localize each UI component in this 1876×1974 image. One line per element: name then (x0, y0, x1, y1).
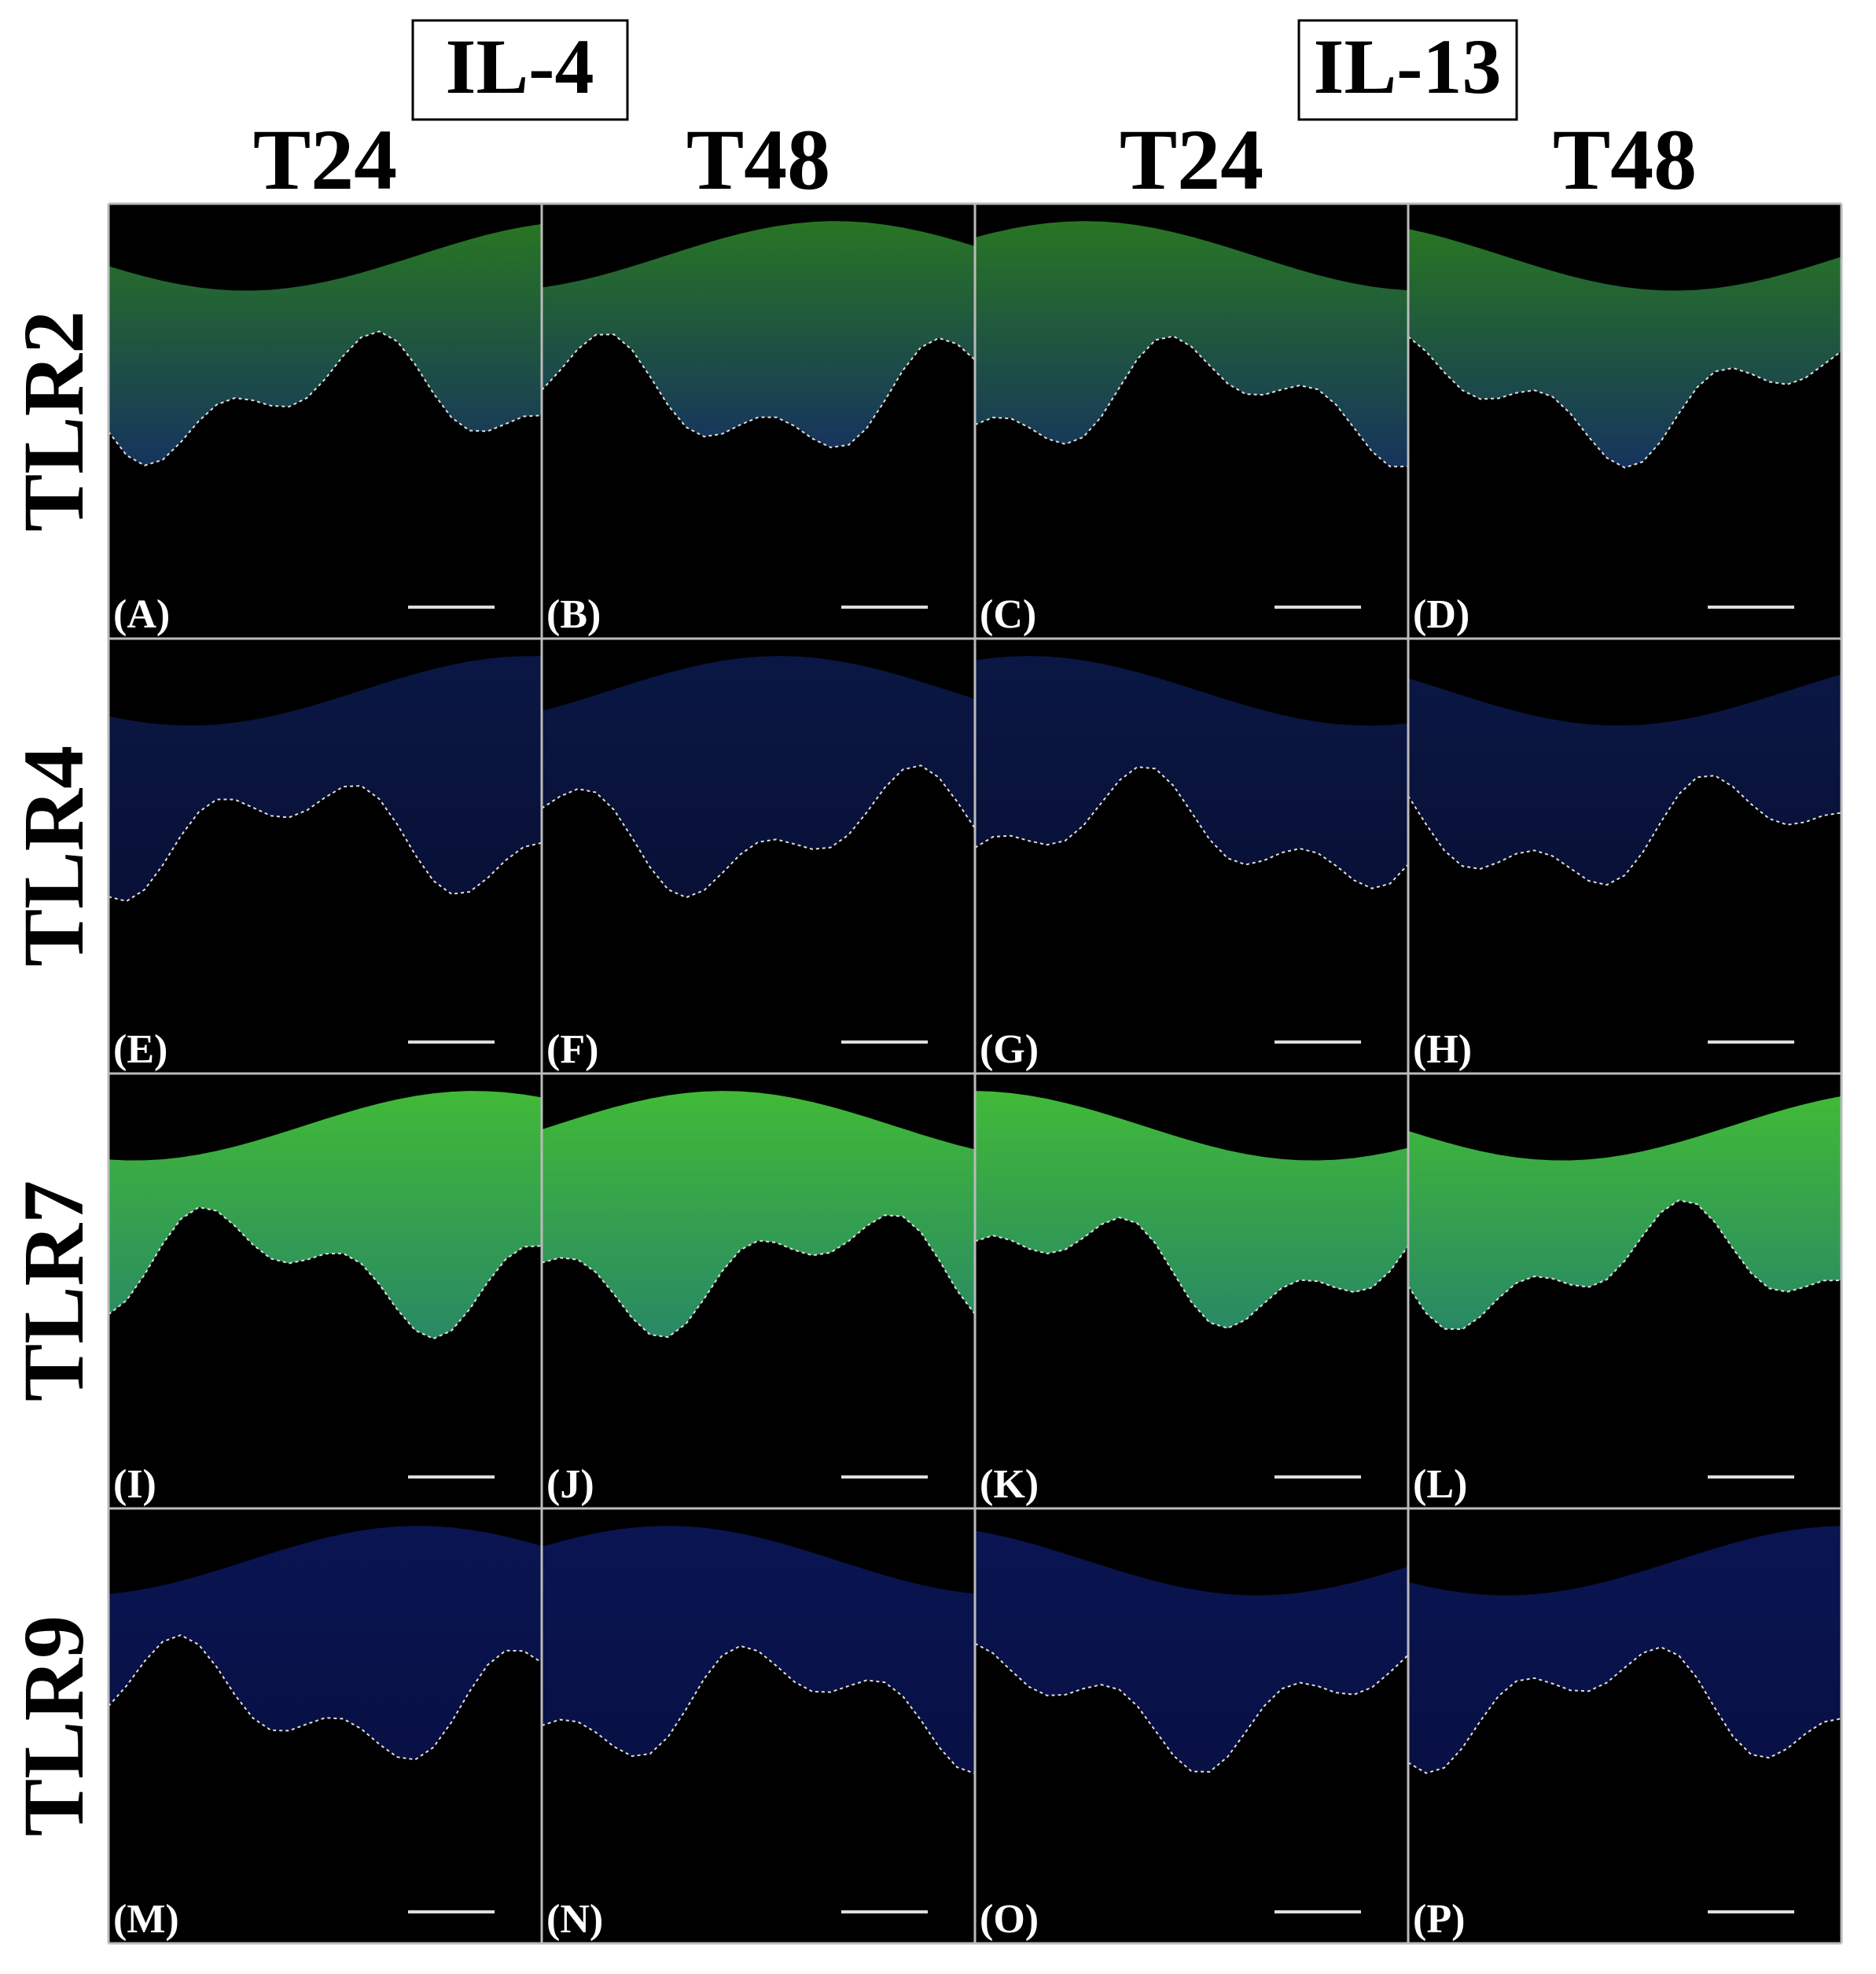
row-label: TLR4 (6, 746, 101, 967)
basement-membrane (1407, 1199, 1842, 1331)
basement-membrane (541, 764, 976, 899)
epidermis (1408, 674, 1841, 886)
epidermis (975, 656, 1408, 889)
row-label: TLR7 (6, 1180, 101, 1401)
panel-label: (E) (113, 1027, 167, 1072)
panel: (F) (541, 639, 976, 1074)
epidermis (542, 1526, 975, 1774)
epidermis (109, 223, 542, 466)
epidermis (1408, 1096, 1841, 1330)
epidermis (109, 656, 542, 901)
epidermis (109, 1526, 542, 1760)
panel: (P) (1407, 1508, 1842, 1943)
row-label: TLR2 (6, 311, 101, 532)
panel: (L) (1407, 1074, 1842, 1508)
panel: (H) (1407, 639, 1842, 1074)
row-label: TLR9 (6, 1615, 101, 1836)
basement-membrane (541, 1214, 976, 1339)
column-label: T48 (686, 112, 830, 208)
panel: (O) (974, 1508, 1409, 1943)
basement-membrane (974, 1642, 1409, 1773)
epidermis (542, 656, 975, 898)
panel-label: (C) (980, 592, 1036, 637)
panel: (G) (974, 639, 1409, 1074)
panel-label: (G) (980, 1027, 1039, 1072)
panel-label: (J) (546, 1462, 594, 1507)
panel-label: (B) (546, 592, 601, 637)
panel-label: (N) (546, 1897, 603, 1942)
panel-label: (H) (1413, 1027, 1472, 1072)
panel-label: (F) (546, 1027, 598, 1072)
group-label: IL-4 (446, 23, 594, 110)
panel-label: (O) (980, 1897, 1039, 1942)
epidermis (542, 221, 975, 447)
panel-label: (K) (980, 1462, 1039, 1507)
column-label: T24 (1120, 112, 1264, 208)
epidermis (109, 1091, 542, 1339)
basement-membrane (108, 1633, 543, 1761)
group-box (1297, 19, 1518, 121)
epidermis (975, 221, 1408, 467)
group-label: IL-13 (1314, 23, 1502, 110)
basement-membrane (541, 333, 976, 448)
epidermis (1408, 1526, 1841, 1773)
epidermis (975, 1530, 1408, 1772)
panel-grid: (A) (B) (C) (D) (E) (F) (G) (H) (I) (J) (K) (L) (M) (… (107, 202, 1843, 1945)
group-box (411, 19, 629, 121)
panel-label: (D) (1413, 592, 1470, 637)
basement-membrane (108, 1206, 543, 1340)
panel-label: (A) (113, 592, 170, 637)
basement-membrane (108, 785, 543, 902)
basement-membrane (1407, 775, 1842, 886)
panel: (A) (108, 204, 543, 639)
epidermis (542, 1091, 975, 1338)
panel: (J) (541, 1074, 976, 1508)
panel: (B) (541, 204, 976, 639)
panel-label: (L) (1413, 1462, 1467, 1507)
column-label: T24 (253, 112, 397, 208)
column-label: T48 (1553, 112, 1697, 208)
panel-label: (M) (113, 1897, 179, 1942)
panel-label: (I) (113, 1462, 156, 1507)
panel: (E) (108, 639, 543, 1074)
panel: (I) (108, 1074, 543, 1508)
epidermis (1408, 229, 1841, 468)
panel: (C) (974, 204, 1409, 639)
basement-membrane (974, 766, 1409, 889)
basement-membrane (1407, 1646, 1842, 1774)
epidermis (975, 1091, 1408, 1328)
basement-membrane (1407, 336, 1842, 469)
panel: (N) (541, 1508, 976, 1943)
panel: (D) (1407, 204, 1842, 639)
panel: (K) (974, 1074, 1409, 1508)
basement-membrane (974, 1216, 1409, 1329)
panel-label: (P) (1413, 1897, 1465, 1942)
basement-membrane (974, 335, 1409, 468)
basement-membrane (108, 330, 543, 466)
panel: (M) (108, 1508, 543, 1943)
